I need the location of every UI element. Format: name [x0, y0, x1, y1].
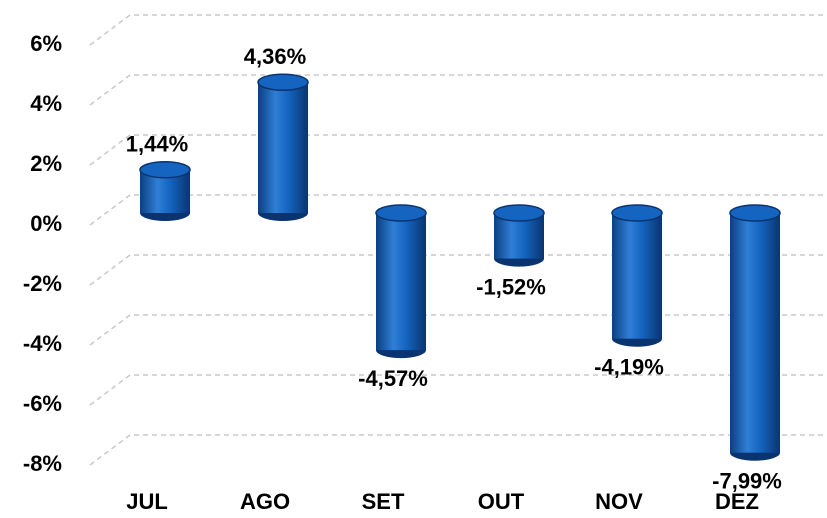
value-label: -1,52%	[476, 274, 546, 299]
value-label: 4,36%	[244, 44, 306, 69]
grid-line	[89, 194, 827, 226]
grid-line	[89, 14, 827, 46]
grid-line	[89, 74, 827, 106]
x-tick-label: OUT	[478, 489, 525, 514]
y-tick-label: -8%	[23, 451, 62, 476]
bar	[612, 213, 662, 339]
y-tick-label: 4%	[30, 91, 62, 116]
value-label: -4,19%	[594, 355, 664, 380]
x-tick-label: SET	[362, 489, 405, 514]
bar-cap	[375, 204, 427, 222]
value-label: -7,99%	[712, 469, 782, 494]
y-tick-label: 0%	[30, 211, 62, 236]
value-label: -4,57%	[358, 366, 428, 391]
value-label: 1,44%	[126, 132, 188, 157]
y-tick-label: 6%	[30, 31, 62, 56]
grid-line	[89, 134, 827, 166]
bar	[258, 82, 308, 213]
x-tick-label: JUL	[126, 489, 168, 514]
grid-line	[89, 374, 827, 406]
bar	[730, 213, 780, 453]
x-tick-label: NOV	[595, 489, 643, 514]
y-tick-label: -2%	[23, 271, 62, 296]
bar-cap	[493, 204, 545, 222]
grid-line	[89, 434, 827, 466]
bar-cap	[611, 204, 663, 222]
x-tick-label: AGO	[240, 489, 290, 514]
y-tick-label: -6%	[23, 391, 62, 416]
bar-cap	[257, 73, 309, 91]
bar-cap	[139, 161, 191, 179]
grid-line	[89, 254, 827, 286]
bar	[376, 213, 426, 351]
grid-line	[89, 314, 827, 346]
bar-cap	[729, 204, 781, 222]
y-tick-label: -4%	[23, 331, 62, 356]
y-tick-label: 2%	[30, 151, 62, 176]
x-tick-label: DEZ	[715, 489, 759, 514]
